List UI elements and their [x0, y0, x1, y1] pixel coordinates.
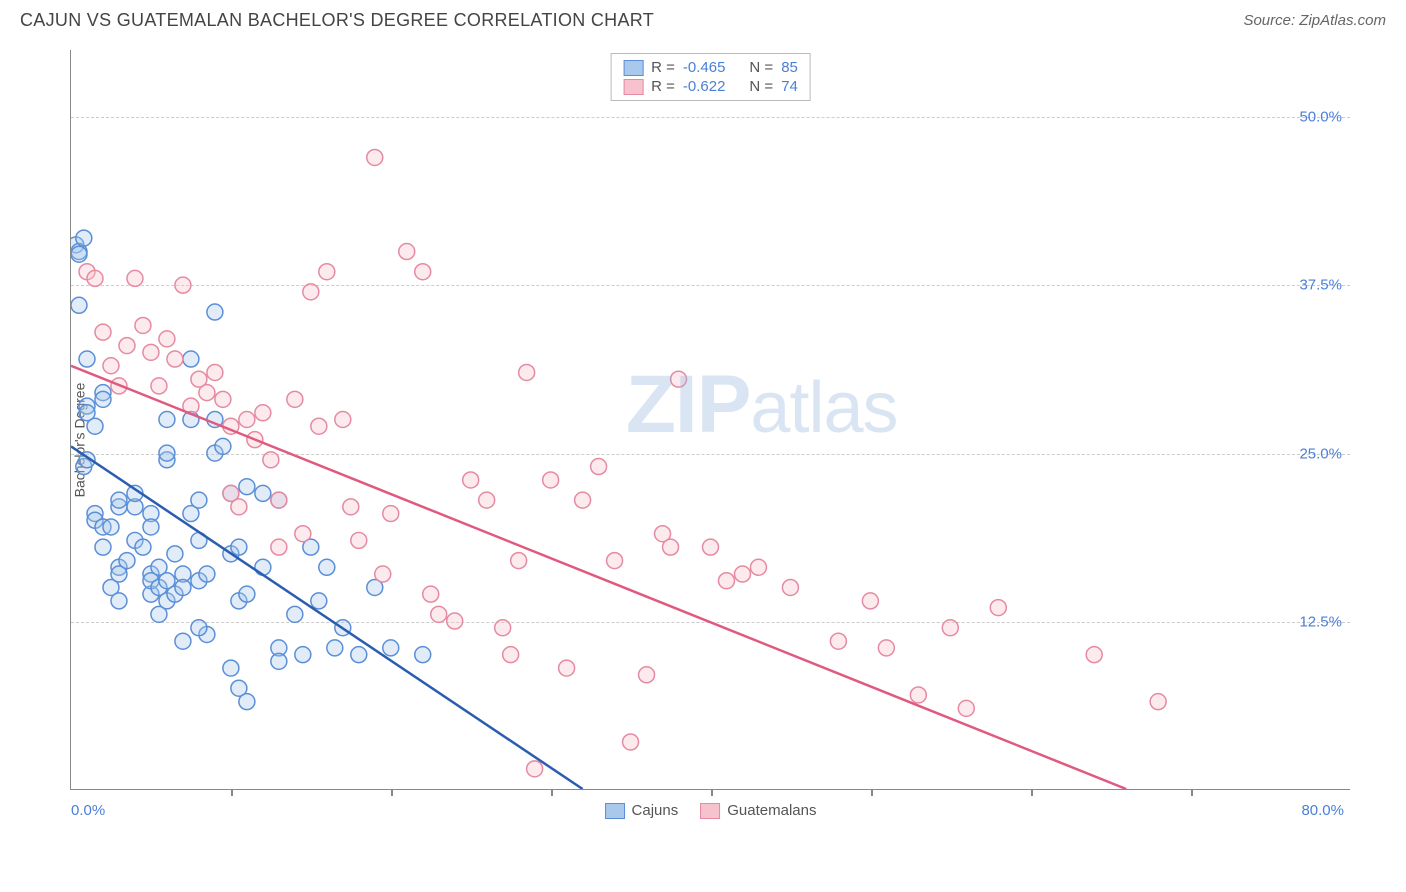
- n-label: N =: [749, 59, 773, 76]
- legend-item-guatemalans: Guatemalans: [700, 802, 816, 819]
- chart-title: CAJUN VS GUATEMALAN BACHELOR'S DEGREE CO…: [20, 10, 654, 31]
- chart-container: Bachelor's Degree ZIPatlas R = -0.465 N …: [50, 50, 1370, 830]
- r-label: R =: [651, 78, 675, 95]
- plot-area: ZIPatlas R = -0.465 N = 85 R = -0.622 N …: [70, 50, 1350, 790]
- legend-label-cajuns: Cajuns: [632, 802, 679, 819]
- n-value-guatemalans: 74: [781, 78, 798, 95]
- correlation-legend: R = -0.465 N = 85 R = -0.622 N = 74: [610, 53, 811, 101]
- legend-row-guatemalans: R = -0.622 N = 74: [623, 77, 798, 96]
- legend-item-cajuns: Cajuns: [605, 802, 679, 819]
- source-attribution: Source: ZipAtlas.com: [1243, 12, 1386, 29]
- n-label: N =: [749, 78, 773, 95]
- legend-swatch-cajuns-icon: [605, 803, 625, 819]
- x-axis-start-label: 0.0%: [71, 802, 105, 819]
- legend-label-guatemalans: Guatemalans: [727, 802, 816, 819]
- scatter-plot-svg: [71, 50, 1350, 789]
- legend-swatch-guatemalans: [623, 79, 643, 95]
- n-value-cajuns: 85: [781, 59, 798, 76]
- legend-swatch-cajuns: [623, 60, 643, 76]
- legend-row-cajuns: R = -0.465 N = 85: [623, 58, 798, 77]
- x-axis-end-label: 80.0%: [1301, 802, 1344, 819]
- legend-swatch-guatemalans-icon: [700, 803, 720, 819]
- r-label: R =: [651, 59, 675, 76]
- r-value-guatemalans: -0.622: [683, 78, 726, 95]
- series-legend: Cajuns Guatemalans: [605, 802, 817, 819]
- r-value-cajuns: -0.465: [683, 59, 726, 76]
